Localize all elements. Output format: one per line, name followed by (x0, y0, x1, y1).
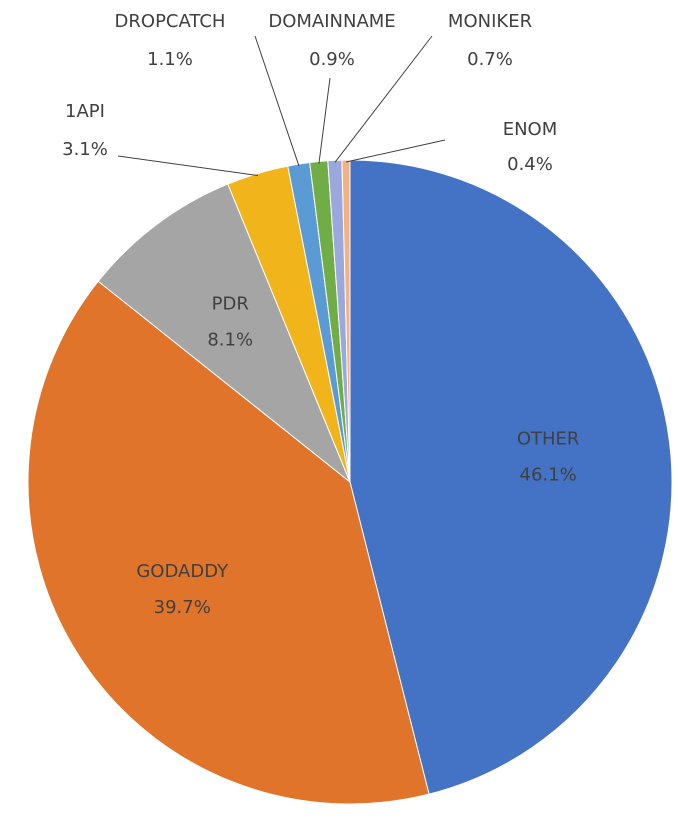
leader-line (318, 77, 331, 164)
slice-value-label: 0.4% (507, 154, 553, 175)
slice-label: MONIKER (448, 11, 532, 32)
leader-line (345, 139, 446, 163)
leader-line (334, 35, 433, 163)
pie-slice (349, 159, 673, 795)
leader-line (254, 35, 300, 167)
slice-label: DOMAINNAME (268, 11, 395, 32)
slice-value-label: 0.9% (309, 49, 355, 70)
slice-value-label: 39.7% (154, 597, 211, 618)
pie-slice (341, 159, 351, 483)
slice-value-label: 3.1% (62, 139, 108, 160)
pie-slice (97, 183, 352, 484)
slice-label: GODADDY (136, 561, 229, 582)
slice-label: DROPCATCH (115, 11, 226, 32)
slice-label: PDR (212, 293, 249, 314)
slice-value-label: 46.1% (520, 464, 577, 485)
slice-label: ENOM (503, 119, 558, 140)
slice-label: OTHER (517, 428, 580, 449)
slice-value-label: 8.1% (207, 329, 253, 350)
pie-slice (27, 280, 430, 805)
slice-value-label: 0.7% (467, 49, 513, 70)
slice-label: 1API (65, 101, 105, 122)
slice-value-label: 1.1% (147, 49, 193, 70)
leader-line (117, 155, 258, 177)
